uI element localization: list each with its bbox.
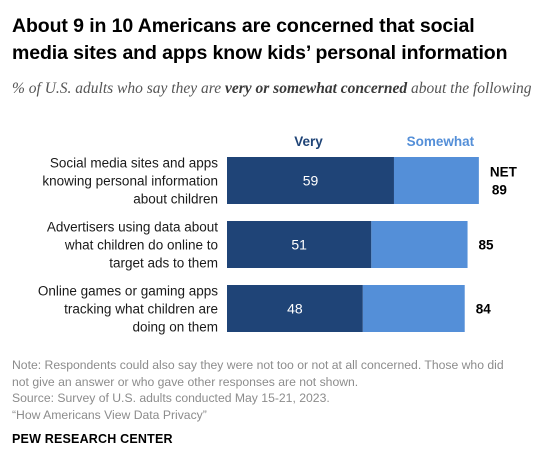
category-label: Online games or gaming apps [38, 284, 218, 299]
category-label: Advertisers using data about [47, 220, 218, 235]
net-value-label: 84 [476, 302, 492, 317]
note-line-2: not give an answer or who gave other res… [12, 374, 359, 389]
legend-label-somewhat: Somewhat [407, 134, 475, 149]
category-label: Social media sites and apps [50, 156, 218, 171]
chart-title: About 9 in 10 Americans are concerned th… [12, 15, 508, 64]
bar-somewhat [362, 285, 465, 332]
bar-somewhat [371, 221, 468, 268]
category-label: doing on them [132, 320, 218, 335]
organization-credit: PEW RESEARCH CENTER [12, 432, 173, 446]
category-label: what children do online to [64, 238, 218, 253]
subtitle-lead-text: % of U.S. adults who say they are [12, 80, 225, 97]
stacked-bar-chart: Very Somewhat Social media sites and apps k… [38, 134, 518, 335]
category-label: about children [133, 192, 218, 207]
category-label: knowing personal information [42, 174, 218, 189]
bar-value-label-very: 51 [291, 237, 307, 253]
net-value-label: 89 [492, 183, 507, 198]
bar-very [227, 285, 363, 332]
legend-label-very: Very [294, 134, 323, 149]
category-label: target ads to them [109, 256, 218, 271]
note-line-1: Note: Respondents could also say they we… [12, 358, 504, 372]
source-line-1: Source: Survey of U.S. adults conducted … [12, 391, 330, 406]
bar-value-label-very: 59 [303, 173, 319, 189]
bar-somewhat [393, 157, 479, 204]
net-value-label: 85 [479, 238, 495, 253]
net-header-label: NET [490, 165, 518, 180]
subtitle-emphasis-text: very or somewhat concerned [224, 80, 408, 97]
chart-subtitle: % of U.S. adults who say they are very o… [12, 78, 532, 99]
category-label: tracking what children are [64, 302, 218, 317]
chart-footer: Note: Respondents could also say they we… [12, 357, 532, 424]
bar-value-label-very: 48 [287, 301, 303, 317]
subtitle-tail-text: about the following [407, 80, 532, 97]
source-line-2: “How Americans View Data Privacy” [12, 408, 207, 423]
bar-very [227, 157, 394, 204]
bar-very [227, 221, 372, 268]
